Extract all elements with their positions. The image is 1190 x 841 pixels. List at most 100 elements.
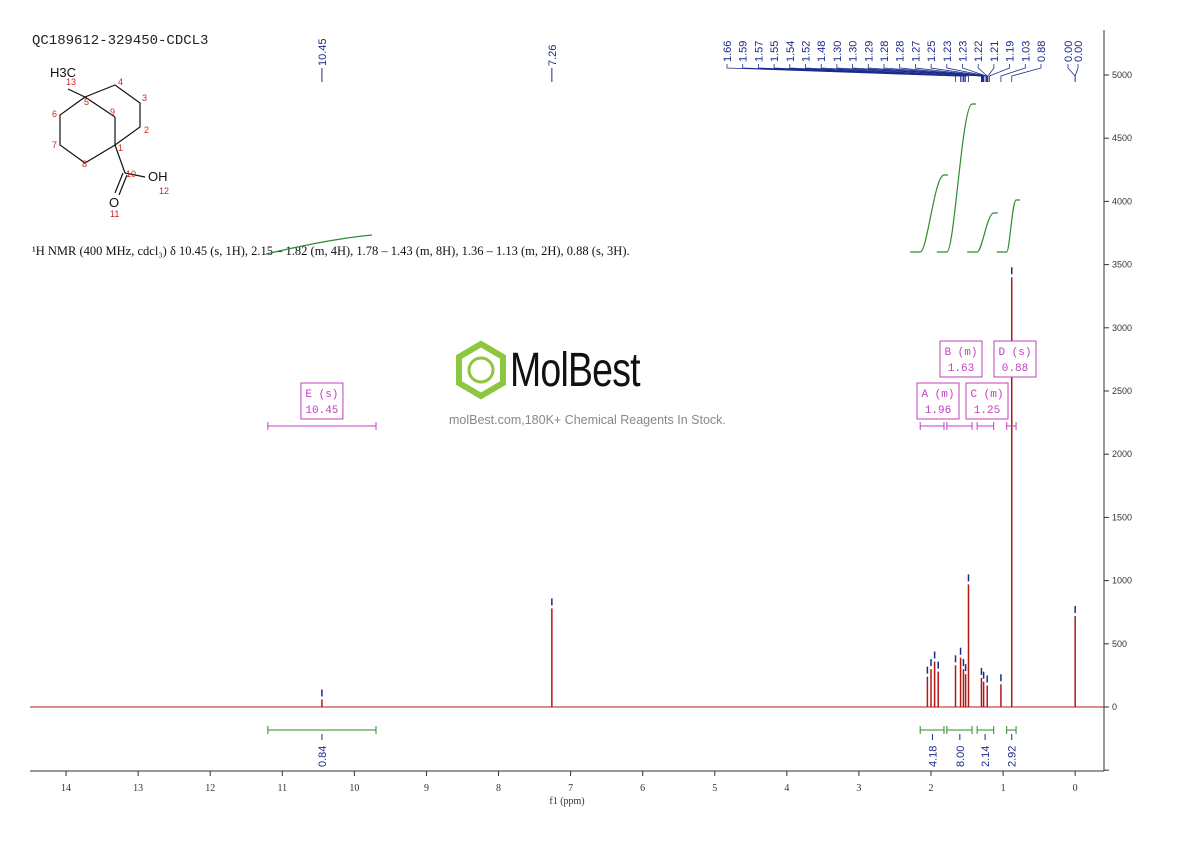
chemical-structure: H3C OH O 1 2 3 4 5 6 7 8 9 10 11 12 13 [50, 65, 169, 219]
peak-label: 1.25 [926, 41, 938, 62]
x-tick-label: 14 [61, 783, 71, 794]
multiplet-box [993, 340, 1037, 378]
peak-label: 10.45 [317, 38, 329, 66]
peak-label: 1.28 [879, 41, 891, 62]
peak-label-text: 0.88 [1036, 41, 1048, 62]
peak-label-text: 1.21 [989, 41, 1001, 62]
x-tick-label: 13 [133, 783, 143, 794]
x-tick-label: 12 [205, 783, 215, 794]
svg-text:10: 10 [126, 169, 136, 179]
multiplet-shift: 1.63 [948, 363, 974, 375]
peak-label-text: 10.45 [317, 38, 329, 66]
peak-label-text: 1.30 [832, 41, 844, 62]
x-tick-label: 8 [496, 783, 501, 794]
peak-label: 1.22 [973, 41, 985, 62]
integral-label: 4.18 [927, 746, 939, 767]
peak-label: 1.23 [958, 41, 970, 62]
peak-label-text: 0.00 [1073, 41, 1085, 62]
peak-label: 1.48 [816, 41, 828, 62]
peak-label-text: 1.59 [738, 41, 750, 62]
multiplet-shift: 10.45 [305, 405, 338, 417]
y-tick-label: 1000 [1112, 576, 1132, 586]
peak-label-text: 1.28 [879, 41, 891, 62]
hydroxyl-label: OH [148, 169, 168, 184]
peak-label-text: 1.55 [769, 41, 781, 62]
x-tick-label: 1 [1001, 783, 1006, 794]
x-axis-title: f1 (ppm) [549, 796, 584, 807]
x-tick-label: 11 [277, 783, 287, 794]
peak-label-leader [899, 64, 984, 82]
multiplet-letter: B (m) [944, 347, 977, 359]
peak-label-text: 1.25 [926, 41, 938, 62]
atom-numbers: 1 2 3 4 5 6 7 8 9 10 11 12 13 [52, 77, 169, 219]
peak-label-leader [820, 64, 969, 82]
peak-label: 1.30 [848, 41, 860, 62]
peak-label-text: 1.29 [863, 41, 875, 62]
multiplet-letter: C (m) [970, 389, 1003, 401]
y-tick-label: 500 [1112, 639, 1127, 649]
svg-text:9: 9 [110, 107, 115, 117]
integral-value: 8.00 [955, 746, 967, 767]
peak-label-text: 1.28 [895, 41, 907, 62]
multiplet-box [939, 340, 983, 378]
x-tick-label: 10 [349, 783, 359, 794]
peak-label-leader [962, 64, 987, 82]
x-tick-label: 0 [1073, 783, 1078, 794]
peak-label: 1.28 [895, 41, 907, 62]
peak-label-text: 0.00 [1063, 41, 1075, 62]
peak-label: 1.52 [801, 41, 813, 62]
peak-label-leader [987, 64, 995, 82]
peak-label-leader [789, 64, 965, 82]
peak-label-leader [805, 64, 967, 82]
svg-text:11: 11 [110, 209, 119, 219]
peak-label-text: 1.22 [973, 41, 985, 62]
integral-value: 2.92 [1007, 746, 1019, 767]
y-tick-label: 2000 [1112, 449, 1132, 459]
peak-label-text: 1.52 [801, 41, 813, 62]
methyl-label: H3C [50, 65, 76, 80]
peak-label-text: 1.54 [785, 41, 797, 62]
watermark-tagline: molBest.com,180K+ Chemical Reagents In S… [449, 413, 726, 427]
integral-value: 4.18 [927, 746, 939, 767]
integral-curve [967, 212, 998, 253]
multiplet-shift: 1.25 [974, 405, 1000, 417]
integral-label: 8.00 [955, 746, 967, 767]
peak-label: 1.21 [989, 41, 1001, 62]
peak-label-text: 1.30 [848, 41, 860, 62]
svg-text:2: 2 [144, 125, 149, 135]
integral-label: 0.84 [317, 746, 329, 767]
svg-text:7: 7 [52, 140, 57, 150]
peak-label: 0.00 [1073, 41, 1085, 62]
multiplet-letter: D (s) [998, 347, 1031, 359]
y-tick-label: 4500 [1112, 133, 1132, 143]
peak-label: 0.88 [1036, 41, 1048, 62]
watermark-logo-icon [456, 340, 506, 400]
integral-curve [936, 103, 977, 253]
peak-label-text: 7.26 [547, 45, 559, 66]
integral-curve [910, 174, 948, 253]
integral-curve [265, 234, 373, 255]
y-tick-label: 5000 [1112, 70, 1132, 80]
x-tick-label: 3 [856, 783, 861, 794]
peak-label-leader [1067, 64, 1076, 82]
multiplet-shift: 0.88 [1002, 363, 1028, 375]
multiplet-box [916, 382, 960, 420]
svg-text:8: 8 [82, 159, 87, 169]
peak-label: 1.55 [769, 41, 781, 62]
peak-label: 1.19 [1005, 41, 1017, 62]
x-tick-label: 9 [424, 783, 429, 794]
peak-label-text: 1.66 [722, 41, 734, 62]
peak-label-leader [1074, 64, 1079, 82]
peak-label-text: 1.23 [942, 41, 954, 62]
y-tick-label: 2500 [1112, 386, 1132, 396]
y-tick-label: 4000 [1112, 196, 1132, 206]
svg-text:12: 12 [159, 186, 169, 196]
x-tick-label: 6 [640, 783, 645, 794]
svg-text:1: 1 [118, 143, 123, 153]
integral-label: 2.14 [980, 746, 992, 767]
x-tick-label: 2 [929, 783, 934, 794]
peak-label: 1.30 [832, 41, 844, 62]
peak-label: 7.26 [547, 45, 559, 66]
